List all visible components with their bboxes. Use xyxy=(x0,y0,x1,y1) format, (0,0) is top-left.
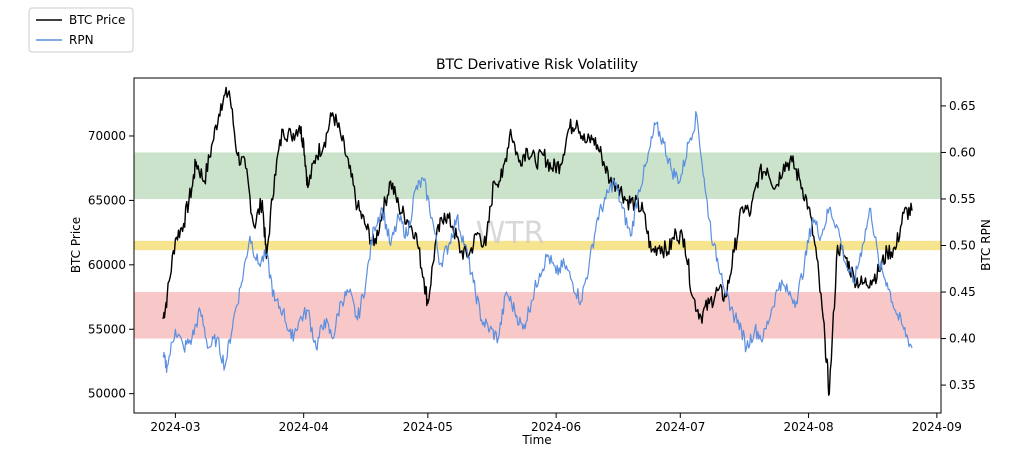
chart-title: BTC Derivative Risk Volatility xyxy=(436,57,638,73)
x-tick-label: 2024-08 xyxy=(783,420,833,434)
band-mid xyxy=(134,240,941,251)
y-axis-left-title: BTC Price xyxy=(69,217,83,273)
y-axis-right-title: BTC RPN xyxy=(979,219,993,271)
legend-box xyxy=(28,7,134,53)
x-axis-title: Time xyxy=(521,433,551,447)
y-left-tick-label: 70000 xyxy=(88,129,126,143)
y-right-tick-label: 0.50 xyxy=(949,239,976,253)
legend-label-btc-price: BTC Price xyxy=(69,13,125,27)
y-right-tick-label: 0.60 xyxy=(949,145,976,159)
y-right-tick-label: 0.40 xyxy=(949,332,976,346)
y-left-tick-label: 55000 xyxy=(88,322,126,336)
y-left-tick-label: 50000 xyxy=(88,387,126,401)
x-tick-label: 2024-04 xyxy=(279,420,329,434)
y-right-tick-label: 0.35 xyxy=(949,378,976,392)
x-tick-label: 2024-03 xyxy=(150,420,200,434)
x-tick-label: 2024-06 xyxy=(531,420,581,434)
series-line-btc-price xyxy=(162,86,913,396)
y-left-tick-label: 65000 xyxy=(88,193,126,207)
x-axis: 2024-03 2024-04 2024-05 2024-06 2024-07 2024-… xyxy=(150,413,962,434)
legend: BTC Price RPN xyxy=(28,7,134,53)
band-low xyxy=(134,292,941,339)
x-tick-label: 2024-07 xyxy=(655,420,705,434)
y-left-tick-label: 60000 xyxy=(88,258,126,272)
series-line-rpn xyxy=(162,110,913,373)
y-axis-right: 0.35 0.40 0.45 0.50 0.55 0.60 0.65 xyxy=(941,99,976,392)
x-tick-label: 2024-09 xyxy=(912,420,962,434)
x-tick-label: 2024-05 xyxy=(403,420,453,434)
y-right-tick-label: 0.55 xyxy=(949,192,976,206)
legend-label-rpn: RPN xyxy=(69,33,94,47)
series-layer xyxy=(162,86,913,396)
y-right-tick-label: 0.45 xyxy=(949,285,976,299)
y-axis-left: 50000 55000 60000 65000 70000 xyxy=(88,129,134,401)
y-right-tick-label: 0.65 xyxy=(949,99,976,113)
